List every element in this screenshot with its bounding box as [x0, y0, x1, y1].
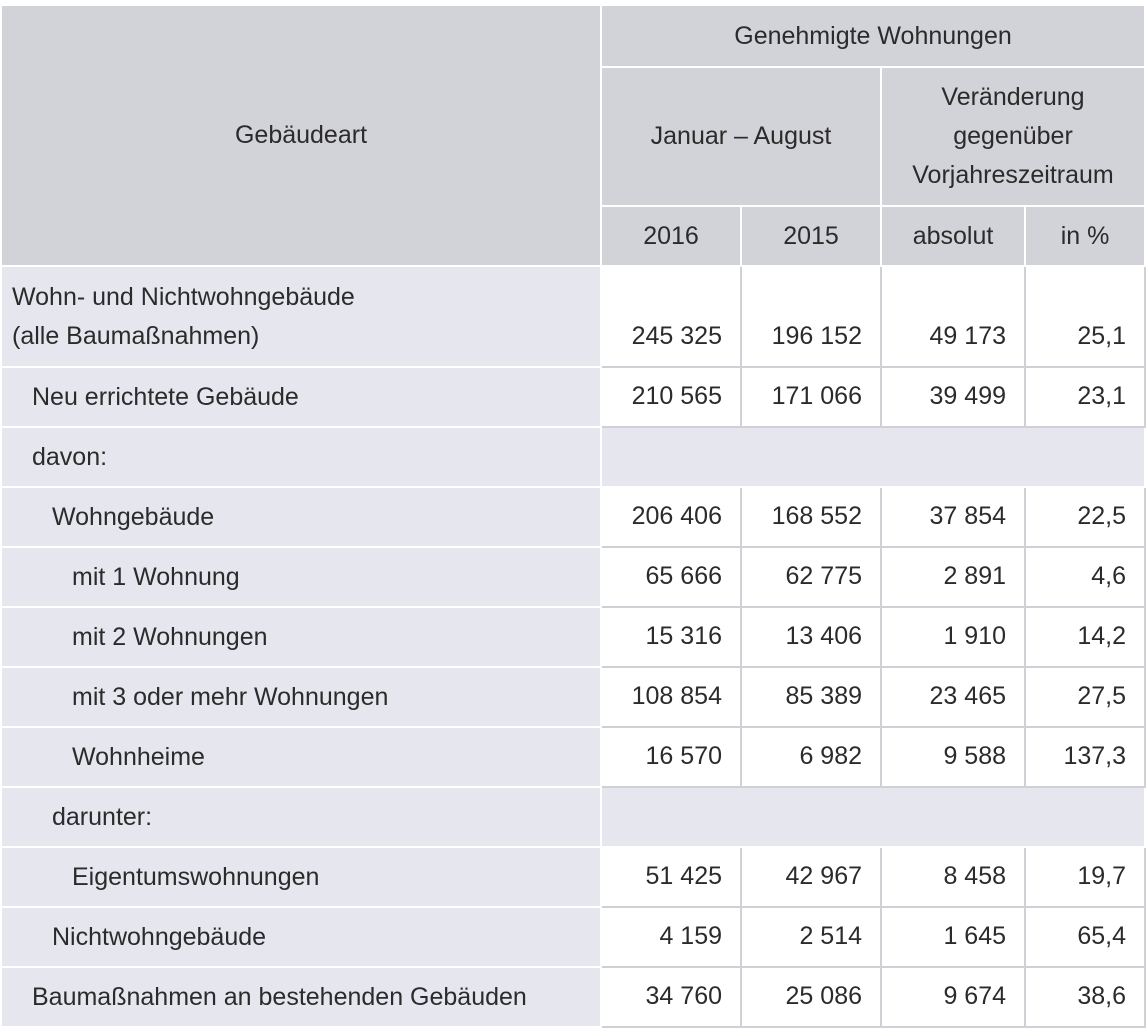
row-label: Neu errichtete Gebäude — [0, 366, 602, 428]
cell-absolut: 2 891 — [880, 546, 1026, 608]
table-row: mit 1 Wohnung 65 666 62 775 2 891 4,6 — [0, 546, 1147, 608]
cell-2015: 168 552 — [740, 486, 882, 548]
cell-2016: 210 565 — [600, 366, 742, 428]
table-row: Wohngebäude 206 406 168 552 37 854 22,5 — [0, 486, 1147, 548]
cell-pct: 65,4 — [1023, 906, 1147, 968]
building-permits-table: Gebäudeart Genehmigte Wohnungen Januar –… — [0, 4, 1147, 1028]
cell-2016: 4 159 — [600, 906, 742, 968]
header-absolut: absolut — [880, 205, 1026, 267]
cell-absolut: 9 588 — [880, 726, 1026, 788]
cell-2015: 25 086 — [740, 966, 882, 1028]
cell-pct: 25,1 — [1023, 265, 1147, 368]
header-2016: 2016 — [600, 205, 742, 267]
cell-2015: 85 389 — [740, 666, 882, 728]
header-in-pct: in % — [1023, 205, 1147, 267]
row-label: Eigentumswohnungen — [0, 846, 602, 908]
row-label: davon: — [0, 426, 602, 488]
cell-pct: 23,1 — [1023, 366, 1147, 428]
cell-2016: 34 760 — [600, 966, 742, 1028]
row-label: Wohn- und Nichtwohngebäude (alle Baumaßn… — [0, 265, 602, 368]
header-2015: 2015 — [740, 205, 882, 267]
cell-absolut: 37 854 — [880, 486, 1026, 548]
cell-absolut: 1 645 — [880, 906, 1026, 968]
header-genehmigte-wohnungen: Genehmigte Wohnungen — [599, 4, 1147, 68]
cell-absolut: 23 465 — [880, 666, 1026, 728]
cell-2016: 245 325 — [600, 265, 742, 368]
table-row: Baumaßnahmen an bestehenden Gebäuden 34 … — [0, 966, 1147, 1028]
row-label: mit 3 oder mehr Wohnungen — [0, 666, 602, 728]
cell-2016: 65 666 — [600, 546, 742, 608]
row-label: Nichtwohngebäude — [0, 906, 602, 968]
cell-2015: 42 967 — [740, 846, 882, 908]
empty-span-cell — [599, 786, 1147, 848]
cell-absolut: 8 458 — [880, 846, 1026, 908]
cell-absolut: 39 499 — [880, 366, 1026, 428]
cell-pct: 22,5 — [1023, 486, 1147, 548]
cell-2015: 2 514 — [740, 906, 882, 968]
row-label: mit 2 Wohnungen — [0, 606, 602, 668]
table-row: Nichtwohngebäude 4 159 2 514 1 645 65,4 — [0, 906, 1147, 968]
cell-pct: 137,3 — [1023, 726, 1147, 788]
table-row: Wohnheime 16 570 6 982 9 588 137,3 — [0, 726, 1147, 788]
cell-absolut: 49 173 — [880, 265, 1026, 368]
header-zeitraum: Januar – August — [600, 66, 882, 207]
table-row: mit 3 oder mehr Wohnungen 108 854 85 389… — [0, 666, 1147, 728]
cell-2016: 16 570 — [600, 726, 742, 788]
cell-2015: 13 406 — [740, 606, 882, 668]
cell-2016: 15 316 — [600, 606, 742, 668]
cell-2016: 206 406 — [600, 486, 742, 548]
cell-2015: 62 775 — [740, 546, 882, 608]
cell-2015: 6 982 — [740, 726, 882, 788]
cell-2016: 108 854 — [600, 666, 742, 728]
cell-absolut: 9 674 — [880, 966, 1026, 1028]
cell-absolut: 1 910 — [880, 606, 1026, 668]
cell-pct: 4,6 — [1023, 546, 1147, 608]
cell-2015: 196 152 — [740, 265, 882, 368]
cell-pct: 27,5 — [1023, 666, 1147, 728]
row-label: darunter: — [0, 786, 602, 848]
table-row: Neu errichtete Gebäude 210 565 171 066 3… — [0, 366, 1147, 428]
cell-pct: 19,7 — [1023, 846, 1147, 908]
table-row-group-header: davon: — [0, 426, 1147, 488]
cell-2015: 171 066 — [740, 366, 882, 428]
row-label: mit 1 Wohnung — [0, 546, 602, 608]
table-row-group-header: darunter: — [0, 786, 1147, 848]
cell-pct: 14,2 — [1023, 606, 1147, 668]
row-label: Wohngebäude — [0, 486, 602, 548]
table-row: mit 2 Wohnungen 15 316 13 406 1 910 14,2 — [0, 606, 1147, 668]
row-label: Baumaßnahmen an bestehenden Gebäuden — [0, 966, 602, 1028]
row-label: Wohnheime — [0, 726, 602, 788]
header-veraenderung: Veränderung gegenüber Vorjahreszeitraum — [879, 66, 1147, 207]
cell-2016: 51 425 — [600, 846, 742, 908]
cell-pct: 38,6 — [1023, 966, 1147, 1028]
header-gebaeudeart: Gebäudeart — [0, 4, 602, 267]
table-row: Eigentumswohnungen 51 425 42 967 8 458 1… — [0, 846, 1147, 908]
empty-span-cell — [599, 426, 1147, 488]
table-row: Wohn- und Nichtwohngebäude (alle Baumaßn… — [0, 265, 1147, 368]
